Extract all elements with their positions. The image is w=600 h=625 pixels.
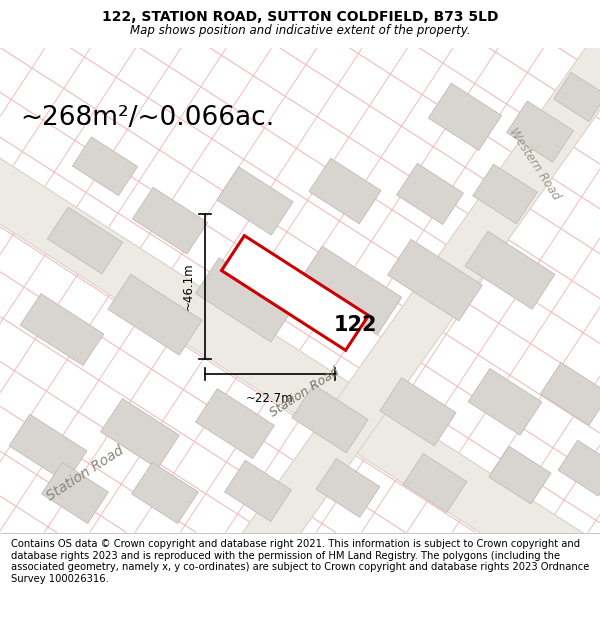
Polygon shape (468, 369, 542, 435)
Polygon shape (489, 446, 551, 504)
Polygon shape (47, 208, 122, 274)
Text: Contains OS data © Crown copyright and database right 2021. This information is : Contains OS data © Crown copyright and d… (11, 539, 589, 584)
Polygon shape (221, 236, 368, 350)
Polygon shape (388, 239, 482, 321)
Polygon shape (541, 362, 600, 426)
Polygon shape (292, 384, 368, 452)
Polygon shape (133, 188, 208, 254)
Polygon shape (108, 274, 202, 355)
Polygon shape (554, 72, 600, 122)
Text: Map shows position and indicative extent of the property.: Map shows position and indicative extent… (130, 24, 470, 37)
Polygon shape (465, 231, 555, 309)
Text: 122, STATION ROAD, SUTTON COLDFIELD, B73 5LD: 122, STATION ROAD, SUTTON COLDFIELD, B73… (102, 11, 498, 24)
Text: ~22.7m: ~22.7m (246, 392, 294, 405)
Text: Station Road: Station Road (268, 365, 342, 419)
Text: ~268m²/~0.066ac.: ~268m²/~0.066ac. (20, 105, 274, 131)
Polygon shape (428, 83, 502, 151)
Polygon shape (41, 462, 109, 524)
Polygon shape (9, 414, 87, 482)
Polygon shape (298, 246, 402, 334)
Polygon shape (131, 462, 199, 524)
Polygon shape (380, 378, 456, 446)
Polygon shape (73, 137, 137, 196)
Polygon shape (217, 167, 293, 235)
Polygon shape (397, 163, 463, 224)
Text: ~46.1m: ~46.1m (182, 262, 195, 311)
Polygon shape (309, 158, 381, 224)
Text: 122: 122 (333, 314, 377, 334)
Polygon shape (196, 258, 295, 342)
Polygon shape (101, 399, 179, 469)
Polygon shape (403, 454, 467, 512)
Polygon shape (316, 459, 380, 518)
Polygon shape (506, 101, 574, 162)
Polygon shape (558, 440, 600, 496)
Polygon shape (473, 164, 537, 224)
Text: Western Road: Western Road (507, 126, 563, 202)
Polygon shape (20, 294, 104, 366)
Polygon shape (196, 389, 274, 459)
Polygon shape (224, 461, 292, 521)
Text: Station Road: Station Road (44, 443, 126, 503)
